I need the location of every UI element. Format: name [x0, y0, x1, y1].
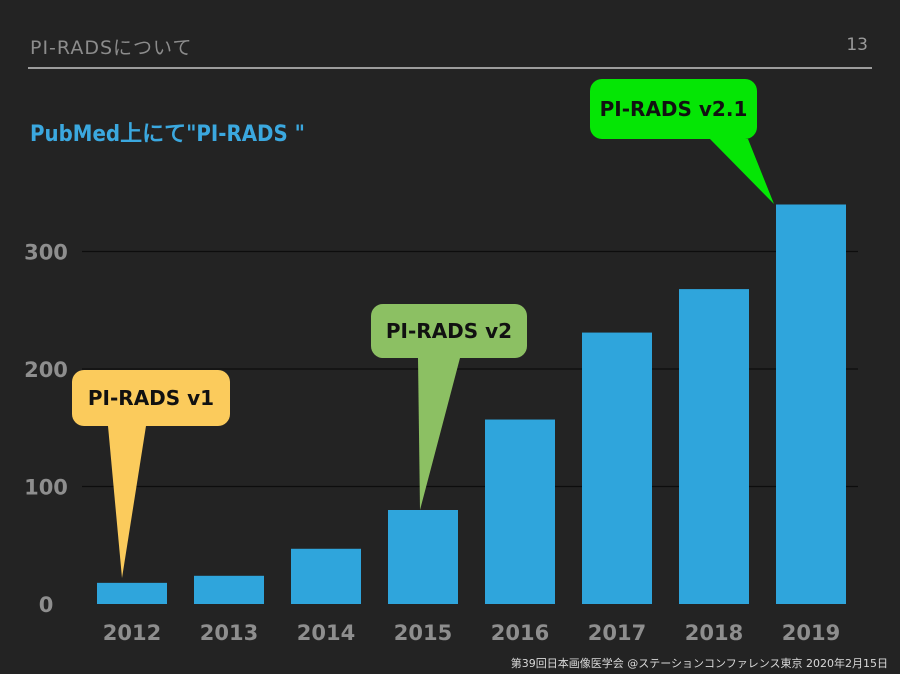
x-tick-label: 2014 — [297, 621, 355, 645]
x-tick-label: 2015 — [394, 621, 452, 645]
x-tick-label: 2016 — [491, 621, 549, 645]
bar-2019 — [776, 204, 846, 604]
callout-pointer — [108, 426, 146, 578]
footer-credit: 第39回日本画像医学会 @ステーションコンファレンス東京 2020年2月15日 — [510, 657, 888, 670]
callout-pointer — [418, 358, 460, 510]
bar-2015 — [388, 510, 458, 604]
callout-pointer — [710, 139, 774, 204]
x-tick-label: 2017 — [588, 621, 646, 645]
chart-title: PubMed上にて"PI-RADS " — [30, 122, 305, 147]
header-title: PI-RADSについて — [30, 37, 193, 59]
x-tick-label: 2019 — [782, 621, 840, 645]
bar-2017 — [582, 332, 652, 604]
callout-label: PI-RADS v2 — [386, 319, 512, 343]
callout-2015: PI-RADS v2 — [371, 304, 527, 510]
page-number: 13 — [846, 35, 868, 55]
bar-2018 — [679, 289, 749, 604]
header-divider — [28, 67, 872, 69]
callout-label: PI-RADS v1 — [88, 386, 214, 410]
callout-2019: PI-RADS v2.1 — [590, 79, 774, 204]
callout-box — [72, 370, 230, 426]
bar-2012 — [97, 582, 167, 604]
y-tick-label: 300 — [24, 241, 68, 265]
bar-2013 — [194, 575, 264, 604]
bar-2014 — [291, 548, 361, 604]
callout-box — [590, 79, 757, 139]
callout-label: PI-RADS v2.1 — [600, 97, 748, 121]
y-tick-label: 0 — [39, 593, 54, 617]
callouts: PI-RADS v1 PI-RADS v2 PI-RADS v2.1 — [72, 79, 774, 578]
y-tick-label: 100 — [24, 476, 68, 500]
y-tick-label: 200 — [24, 358, 68, 382]
x-tick-label: 2018 — [685, 621, 743, 645]
x-axis-ticks: 2012 2013 2014 2015 2016 2017 2018 2019 — [103, 621, 840, 645]
callout-2012: PI-RADS v1 — [72, 370, 230, 578]
x-tick-label: 2012 — [103, 621, 161, 645]
y-axis-ticks: 0 100 200 300 — [24, 241, 68, 618]
callout-box — [371, 304, 527, 358]
bars — [97, 204, 846, 604]
x-tick-label: 2013 — [200, 621, 258, 645]
bar-2016 — [485, 419, 555, 604]
